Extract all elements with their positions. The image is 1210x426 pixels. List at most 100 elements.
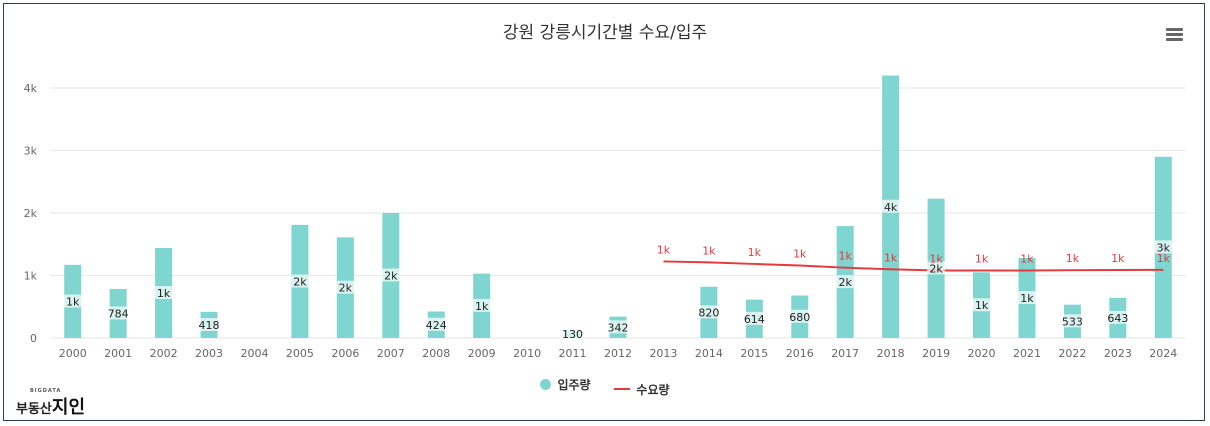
x-tick-label: 2018 (877, 347, 905, 360)
y-tick-label: 4k (24, 82, 38, 95)
bar-data-label: 1k (157, 287, 171, 300)
x-tick-label: 2022 (1058, 347, 1086, 360)
bar-data-label: 2k (929, 262, 943, 275)
bar-data-label: 1k (66, 295, 80, 308)
line-data-label: 1k (1020, 253, 1034, 266)
x-tick-label: 2004 (240, 347, 268, 360)
chart-legend: 입주량 수요량 (0, 376, 1210, 398)
bar-data-label: 418 (199, 319, 220, 332)
bar-label-bg (472, 298, 491, 312)
y-tick-label: 2k (24, 207, 38, 220)
bar-label-bg (1154, 240, 1173, 254)
bar-label-bg (560, 326, 586, 340)
x-tick-label: 2019 (922, 347, 950, 360)
bar-data-label: 1k (1020, 292, 1034, 305)
x-tick-label: 2017 (831, 347, 859, 360)
x-tick-label: 2014 (695, 347, 723, 360)
x-tick-label: 2013 (649, 347, 677, 360)
bar-data-label: 2k (384, 270, 398, 283)
bar-data-label: 342 (608, 321, 629, 334)
x-tick-label: 2001 (104, 347, 132, 360)
bar-label-bg (1059, 314, 1085, 328)
bar-data-label: 4k (884, 201, 898, 214)
bar-label-bg (154, 286, 173, 299)
logo-small-text: BIGDATA (30, 388, 62, 394)
x-tick-label: 2006 (331, 347, 359, 360)
bar-label-bg (787, 309, 813, 323)
line-data-label: 1k (884, 251, 898, 264)
bar-data-label: 2k (293, 275, 307, 288)
bar-label-bg (336, 280, 355, 294)
legend-item-demand[interactable]: 수요량 (614, 381, 670, 398)
logo-prefix: 부동산 (16, 402, 52, 417)
x-tick-label: 2012 (604, 347, 632, 360)
y-tick-label: 1k (24, 270, 38, 283)
line-data-label: 1k (748, 246, 762, 259)
x-tick-label: 2024 (1149, 347, 1177, 360)
bar-label-bg (1017, 291, 1036, 304)
x-tick-label: 2023 (1104, 347, 1132, 360)
bar-label-bg (290, 274, 309, 288)
x-tick-label: 2011 (559, 347, 587, 360)
bar-label-bg (1105, 310, 1131, 324)
legend-bar-label: 입주량 (557, 378, 591, 392)
legend-bar-swatch (540, 379, 552, 390)
bar-data-label: 2k (839, 276, 853, 289)
bar-label-bg (741, 311, 767, 325)
bar-data-label: 1k (475, 300, 489, 313)
x-tick-label: 2003 (195, 347, 223, 360)
y-tick-label: 3k (24, 145, 38, 158)
bar-data-label: 820 (698, 306, 719, 319)
line-data-label: 1k (793, 248, 807, 261)
x-tick-label: 2016 (786, 347, 814, 360)
bar-data-label: 533 (1062, 315, 1083, 328)
bar-data-label: 1k (975, 299, 989, 312)
bar-label-bg (927, 261, 946, 275)
x-tick-label: 2009 (468, 347, 496, 360)
bar-label-bg (381, 268, 400, 282)
chart-title: 강원 강릉시기간별 수요/입주 (502, 23, 708, 43)
line-data-label: 1k (657, 243, 671, 256)
line-data-label: 1k (929, 253, 943, 266)
x-tick-label: 2007 (377, 347, 405, 360)
legend-line-swatch (614, 388, 631, 390)
bar-data-label: 680 (789, 311, 810, 324)
bar-data-label: 3k (1157, 241, 1171, 254)
bar-data-label: 614 (744, 313, 765, 326)
bar-label-bg (605, 320, 631, 334)
bar-data-label: 130 (562, 328, 583, 341)
bar-label-bg (423, 317, 449, 331)
logo-big: 지인 (51, 397, 86, 418)
bar-data-label: 424 (426, 319, 447, 332)
x-tick-label: 2005 (286, 347, 314, 360)
line-data-label: 1k (702, 244, 716, 257)
line-data-label: 1k (1111, 252, 1125, 265)
y-tick-label: 0 (30, 332, 37, 345)
bar-data-label: 643 (1107, 312, 1128, 325)
legend-line-label: 수요량 (636, 382, 670, 397)
line-data-label: 1k (975, 253, 989, 266)
bar-label-bg (881, 199, 900, 213)
line-data-label: 1k (1066, 252, 1080, 265)
bar-data-label: 2k (339, 282, 353, 295)
x-tick-label: 2020 (968, 347, 996, 360)
brand-logo: BIGDATA 부동산지인 (16, 388, 85, 419)
bar-label-bg (105, 306, 131, 320)
chart-frame (3, 3, 1205, 421)
bar-label-bg (196, 317, 222, 331)
x-tick-label: 2010 (513, 347, 541, 360)
legend-item-move-in[interactable]: 입주량 (540, 376, 591, 393)
hamburger-menu-icon[interactable] (1166, 28, 1183, 42)
bar-data-label: 784 (108, 308, 129, 321)
x-tick-label: 2000 (59, 347, 87, 360)
line-data-label: 1k (1157, 252, 1171, 265)
bar-label-bg (696, 305, 722, 319)
logo-text: 부동산지인 (16, 393, 85, 419)
x-tick-label: 2008 (422, 347, 450, 360)
line-data-label: 1k (839, 250, 853, 263)
x-tick-label: 2021 (1013, 347, 1041, 360)
bar-label-bg (972, 298, 991, 312)
bar-label-bg (836, 275, 855, 289)
x-tick-label: 2015 (740, 347, 768, 360)
